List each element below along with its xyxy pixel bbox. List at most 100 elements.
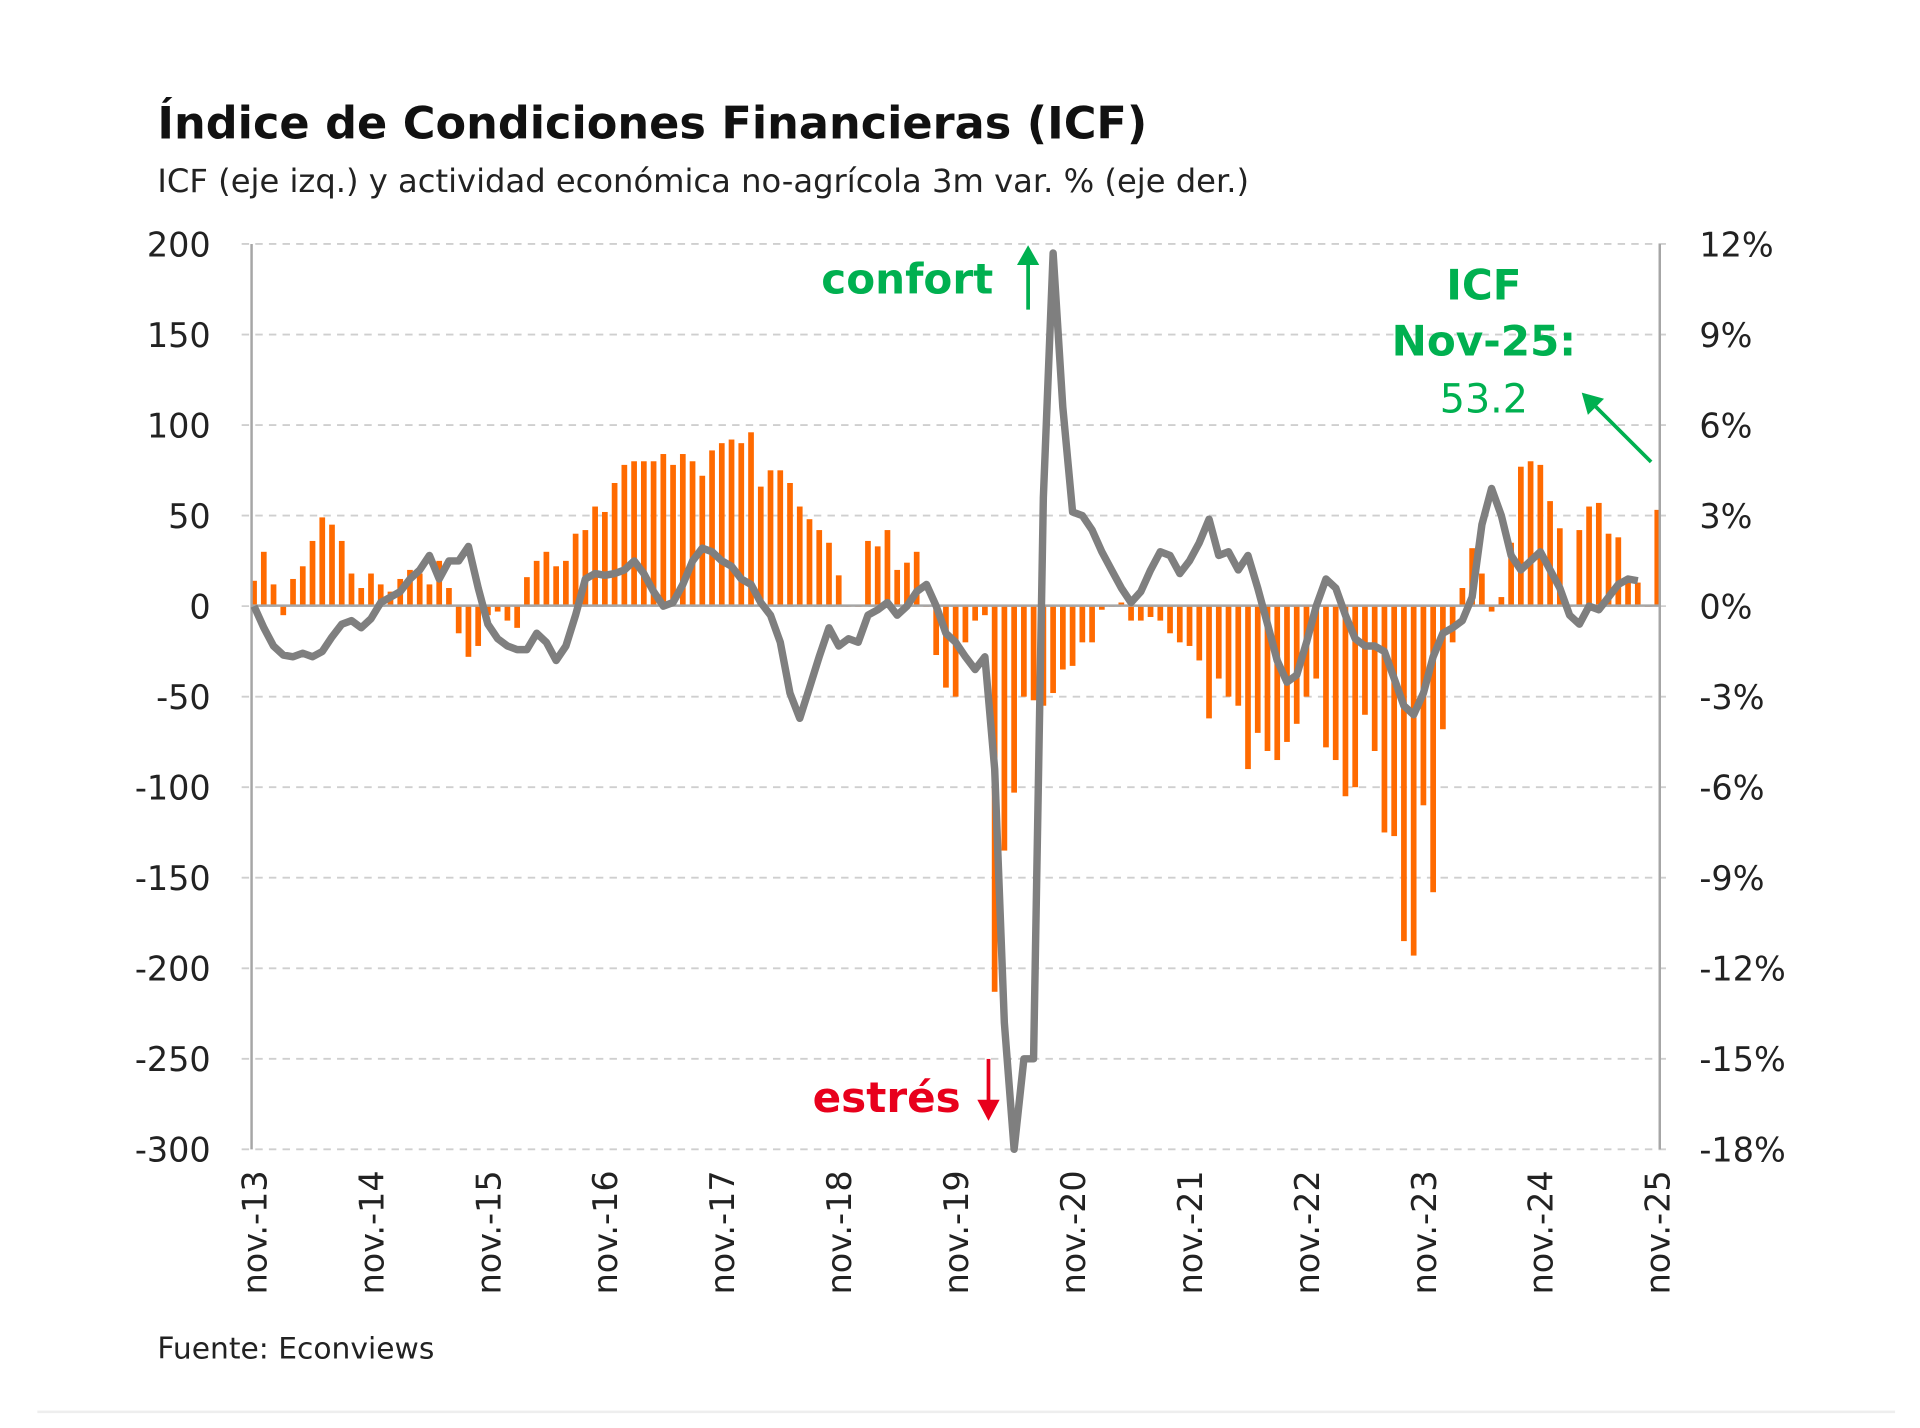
activity-bar [1498, 597, 1505, 607]
activity-bar [1254, 606, 1261, 733]
activity-bar [1215, 606, 1222, 679]
activity-bar [309, 540, 316, 607]
right-tick-label: 9% [1699, 316, 1752, 355]
x-tick-label: nov.-14 [352, 1170, 391, 1294]
activity-bar [1089, 606, 1095, 643]
x-tick-label: nov.-13 [235, 1170, 274, 1294]
activity-bar [436, 560, 443, 607]
activity-bar [767, 470, 774, 607]
activity-bar [943, 606, 949, 688]
activity-bar [972, 606, 979, 621]
activity-bar [1196, 606, 1203, 661]
activity-bar [1098, 606, 1105, 610]
activity-bar [670, 464, 676, 607]
activity-bar [1128, 606, 1134, 621]
activity-bar [1021, 606, 1027, 697]
activity-bar [699, 475, 706, 607]
activity-bar [1264, 606, 1271, 751]
activity-bar [455, 606, 462, 634]
activity-bar [1069, 606, 1076, 666]
activity-bar [757, 486, 764, 607]
activity-bar [982, 606, 988, 616]
x-tick-label: nov.-21 [1171, 1170, 1210, 1294]
left-tick-label: -200 [135, 950, 211, 989]
x-tick-label: nov.-17 [703, 1170, 742, 1294]
activity-bar [933, 606, 940, 656]
activity-bar [1605, 533, 1612, 607]
activity-bar [563, 560, 569, 607]
activity-bar [1527, 461, 1534, 607]
activity-bar [1625, 582, 1631, 607]
activity-bar [1060, 606, 1066, 670]
right-tick-label: 12% [1699, 225, 1773, 264]
left-tick-label: 150 [147, 316, 211, 355]
activity-bar [952, 606, 959, 697]
icf-line [250, 249, 1639, 1154]
activity-bar [290, 578, 296, 607]
activity-bar [543, 551, 550, 607]
activity-bar [338, 540, 345, 607]
activity-bar [1313, 606, 1320, 679]
activity-bar [728, 439, 735, 607]
left-tick-label: -300 [135, 1131, 211, 1170]
activity-bar [1479, 573, 1485, 607]
activity-bar [1654, 509, 1661, 607]
activity-bar [1001, 606, 1008, 851]
activity-bar [514, 606, 521, 628]
activity-bar [962, 606, 969, 643]
x-tick-label: nov.-19 [937, 1170, 976, 1294]
activity-bar [1381, 606, 1388, 833]
icf-annotation-title: ICF [1446, 261, 1521, 310]
activity-bar [1371, 606, 1378, 751]
x-tick-label: nov.-16 [586, 1170, 625, 1294]
activity-bar [1206, 606, 1212, 719]
activity-bar [1586, 506, 1592, 607]
activity-bar [894, 569, 901, 607]
activity-bar [1323, 606, 1329, 748]
activity-bar [416, 573, 423, 607]
activity-bar [358, 588, 365, 607]
activity-bar [582, 530, 589, 607]
right-axis-ticks: 12% 9% 6% 3% 0% -3% -6% -9% -12% -15% -18% [1699, 225, 1785, 1169]
activity-bar [465, 606, 472, 657]
activity-bar [572, 533, 579, 607]
estres-label: estrés [813, 1073, 961, 1122]
confort-arrow-icon [1016, 245, 1040, 310]
activity-bar [650, 461, 657, 607]
activity-bar [709, 450, 715, 607]
activity-bar [621, 464, 628, 607]
activity-bar [319, 517, 326, 607]
activity-bar [407, 569, 413, 607]
left-tick-label: -50 [156, 678, 211, 717]
activity-bar [631, 461, 637, 607]
activity-bar [1157, 606, 1164, 621]
activity-bar [494, 606, 501, 612]
right-tick-label: -6% [1699, 769, 1764, 808]
chart-title: Índice de Condiciones Financieras (ICF) [157, 97, 1147, 150]
activity-bar [679, 454, 686, 607]
x-tick-label: nov.-24 [1522, 1170, 1561, 1294]
activity-bar [787, 482, 793, 607]
activity-bar [796, 506, 803, 607]
activity-bar [738, 443, 745, 607]
left-tick-label: 50 [168, 497, 211, 536]
activity-bar [1420, 606, 1427, 806]
activity-bar [640, 461, 647, 607]
activity-bar [718, 443, 725, 607]
activity-bar [260, 551, 267, 607]
activity-bar [1050, 606, 1056, 694]
left-tick-label: 100 [147, 406, 211, 445]
estres-arrow-icon [977, 1058, 1000, 1121]
x-tick-label: nov.-15 [469, 1170, 508, 1294]
right-tick-label: 6% [1699, 406, 1752, 445]
activity-bar [1225, 606, 1232, 697]
activity-bar [1030, 606, 1037, 701]
chart-subtitle: ICF (eje izq.) y actividad económica no-… [157, 162, 1249, 200]
activity-bar [602, 511, 608, 607]
activity-bar [1488, 606, 1495, 612]
activity-bar [1274, 606, 1281, 761]
source-note: Fuente: Econviews [157, 1332, 434, 1367]
activity-bar [748, 432, 754, 607]
activity-bar [1634, 582, 1641, 607]
